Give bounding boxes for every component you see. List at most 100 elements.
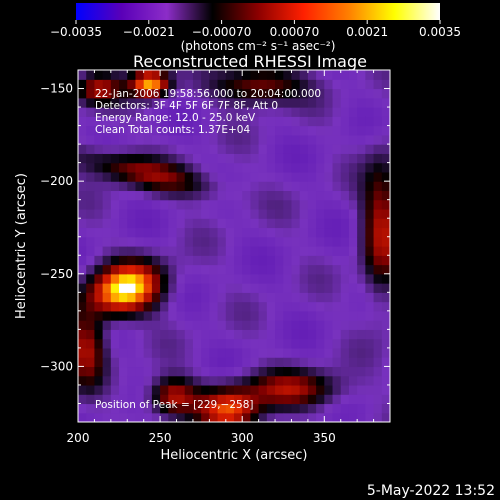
heatmap-cell: [225, 199, 235, 210]
heatmap-cell: [299, 236, 309, 247]
heatmap-cell: [324, 125, 334, 136]
heatmap-cell: [225, 403, 235, 414]
heatmap-cell: [324, 227, 334, 238]
heatmap-cell: [184, 384, 194, 395]
heatmap-cell: [340, 357, 350, 368]
heatmap-cell: [348, 236, 358, 247]
heatmap-cell: [201, 218, 210, 229]
heatmap-cell: [225, 79, 235, 90]
heatmap-cell: [266, 273, 276, 284]
heatmap-cell: [135, 171, 145, 182]
heatmap-cell: [283, 125, 293, 136]
heatmap-cell: [217, 264, 227, 275]
heatmap-cell: [365, 347, 375, 358]
heatmap-cell: [86, 227, 96, 238]
heatmap-cell: [242, 403, 252, 414]
heatmap-cell: [184, 366, 194, 377]
heatmap-cell: [184, 329, 194, 340]
heatmap-cell: [78, 283, 87, 293]
x-tick-label: 350: [313, 431, 336, 445]
heatmap-cell: [86, 347, 96, 358]
heatmap-cell: [234, 329, 243, 340]
heatmap-cell: [275, 338, 284, 349]
heatmap-cell: [143, 366, 153, 377]
heatmap-cell: [291, 292, 301, 303]
heatmap-cell: [217, 366, 227, 377]
heatmap-cell: [340, 134, 350, 145]
heatmap-cell: [102, 227, 112, 238]
heatmap-cell: [143, 199, 153, 210]
heatmap-cell: [184, 246, 194, 256]
heatmap-cell: [86, 320, 96, 330]
heatmap-cell: [192, 273, 202, 284]
heatmap-cell: [275, 366, 284, 377]
heatmap-cell: [234, 97, 243, 108]
heatmap-cell: [78, 338, 87, 349]
heatmap-cell: [234, 134, 243, 145]
heatmap-cell: [110, 79, 120, 90]
heatmap-cell: [78, 394, 87, 405]
heatmap-cell: [307, 375, 317, 386]
heatmap-cell: [291, 338, 301, 349]
heatmap-cell: [110, 246, 120, 256]
colorbar: −0.0035 −0.0021 −0.00070 0.00070 0.0021 0.003…: [50, 3, 461, 53]
heatmap-cell: [340, 347, 350, 358]
heatmap-cell: [250, 181, 260, 192]
heatmap-cell: [86, 384, 96, 395]
heatmap-cell: [201, 301, 210, 312]
heatmap-cell: [332, 264, 342, 275]
heatmap-cell: [135, 357, 145, 368]
heatmap-cell: [110, 338, 120, 349]
heatmap-cell: [127, 88, 137, 99]
heatmap-cell: [201, 190, 210, 201]
heatmap-cell: [102, 190, 112, 201]
heatmap-cell: [381, 292, 390, 303]
heatmap-cell: [184, 162, 194, 173]
heatmap-cell: [316, 403, 325, 414]
heatmap-cell: [143, 310, 153, 321]
heatmap-cell: [176, 171, 186, 182]
heatmap-cell: [332, 283, 342, 293]
heatmap-cell: [283, 70, 293, 80]
heatmap-cell: [217, 134, 227, 145]
heatmap-cell: [299, 134, 309, 145]
heatmap-cell: [94, 375, 104, 386]
heatmap-cell: [234, 301, 243, 312]
heatmap-cell: [225, 107, 235, 117]
heatmap-cell: [127, 153, 137, 164]
heatmap-cell: [225, 171, 235, 182]
heatmap-cell: [373, 329, 383, 340]
heatmap-cell: [340, 97, 350, 108]
heatmap-cell: [381, 412, 390, 422]
heatmap-cell: [143, 153, 153, 164]
heatmap-cell: [94, 357, 104, 368]
heatmap-cell: [110, 125, 120, 136]
heatmap-cell: [299, 403, 309, 414]
heatmap-cell: [275, 283, 284, 293]
heatmap-cell: [217, 394, 227, 405]
heatmap-cell: [78, 162, 87, 173]
heatmap-cell: [340, 116, 350, 127]
heatmap-cell: [168, 153, 178, 164]
heatmap-cell: [373, 107, 383, 117]
heatmap-cell: [102, 329, 112, 340]
heatmap-cell: [307, 384, 317, 395]
heatmap-cell: [151, 403, 161, 414]
heatmap-cell: [234, 246, 243, 256]
heatmap-cell: [275, 394, 284, 405]
heatmap-cell: [234, 107, 243, 117]
heatmap-cell: [119, 394, 128, 405]
heatmap-cell: [266, 375, 276, 386]
heatmap-cell: [160, 97, 169, 108]
heatmap-cell: [225, 70, 235, 80]
heatmap-cell: [316, 329, 325, 340]
heatmap-cell: [110, 273, 120, 284]
heatmap-cell: [192, 236, 202, 247]
heatmap-cell: [119, 375, 128, 386]
heatmap-cell: [332, 301, 342, 312]
heatmap-cell: [291, 329, 301, 340]
heatmap-cell: [365, 301, 375, 312]
y-tick-label: −250: [40, 267, 73, 281]
heatmap-cell: [242, 338, 252, 349]
heatmap-cell: [348, 310, 358, 321]
